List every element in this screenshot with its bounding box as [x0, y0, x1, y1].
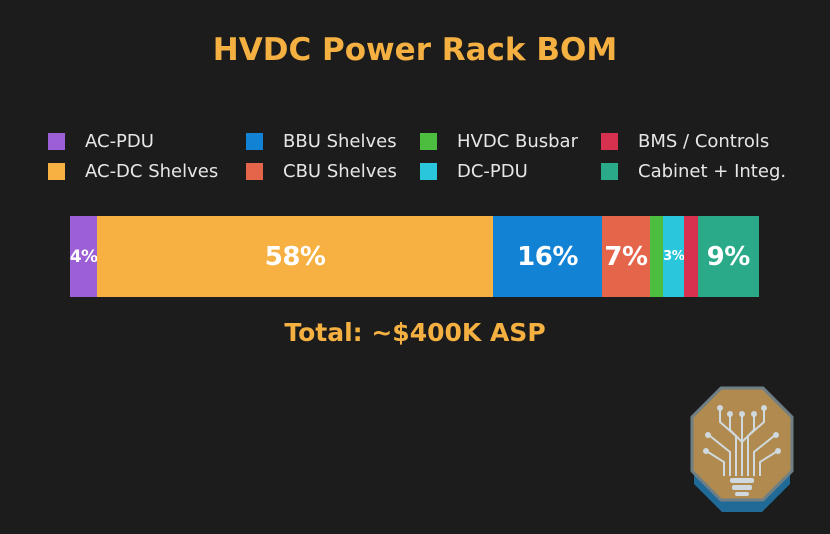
stacked-bar: 4% 58% 16% 7% 3% 9% [70, 216, 759, 297]
total-label: Total: ~$400K ASP [284, 318, 546, 347]
data-label: 58% [264, 241, 326, 272]
legend-item: DC-PDU [420, 161, 528, 182]
legend-item: AC-PDU [48, 131, 154, 152]
legend-label: AC-PDU [85, 131, 154, 152]
bar-segment: 9% [697, 216, 759, 297]
data-label: 7% [604, 241, 648, 272]
legend-label: AC-DC Shelves [85, 161, 219, 182]
logo-tree [707, 410, 777, 476]
bar-segment: 16% [492, 216, 603, 297]
data-label: 16% [517, 241, 578, 272]
legend-label: CBU Shelves [283, 161, 397, 182]
legend-swatch [48, 163, 65, 180]
logo-bulb-base [730, 478, 754, 483]
bar-segment: 7% [602, 216, 650, 297]
legend-swatch [246, 163, 263, 180]
data-label: 4% [70, 246, 98, 267]
legend-swatch [48, 133, 65, 150]
legend-item: BBU Shelves [246, 131, 397, 152]
chart-title: HVDC Power Rack BOM [212, 32, 618, 68]
legend-item: CBU Shelves [246, 161, 397, 182]
legend-label: BBU Shelves [283, 131, 397, 152]
legend-swatch [601, 163, 618, 180]
legend-label: BMS / Controls [638, 131, 770, 152]
chart-legend: AC-PDU AC-DC Shelves BBU Shelves CBU Shelve… [48, 131, 808, 191]
legend-swatch [246, 133, 263, 150]
legend-label: HVDC Busbar [457, 131, 578, 152]
legend-item: AC-DC Shelves [48, 161, 218, 182]
bar-segment [649, 216, 664, 297]
bar-segment: 58% [97, 216, 493, 297]
legend-item: Cabinet + Integ. [601, 161, 786, 182]
logo-nodes [703, 405, 781, 454]
legend-item: BMS / Controls [601, 131, 769, 152]
legend-label: Cabinet + Integ. [638, 161, 787, 182]
data-label: 9% [706, 241, 751, 272]
data-label: 3% [663, 249, 684, 264]
legend-label: DC-PDU [457, 161, 528, 182]
circuit-tree-octagon-icon [690, 386, 794, 512]
legend-swatch [601, 133, 618, 150]
bar-segment: 4% [70, 216, 98, 297]
legend-swatch [420, 163, 437, 180]
legend-item: HVDC Busbar [420, 131, 578, 152]
bar-segment [683, 216, 698, 297]
bar-segment: 3% [663, 216, 684, 297]
legend-swatch [420, 133, 437, 150]
